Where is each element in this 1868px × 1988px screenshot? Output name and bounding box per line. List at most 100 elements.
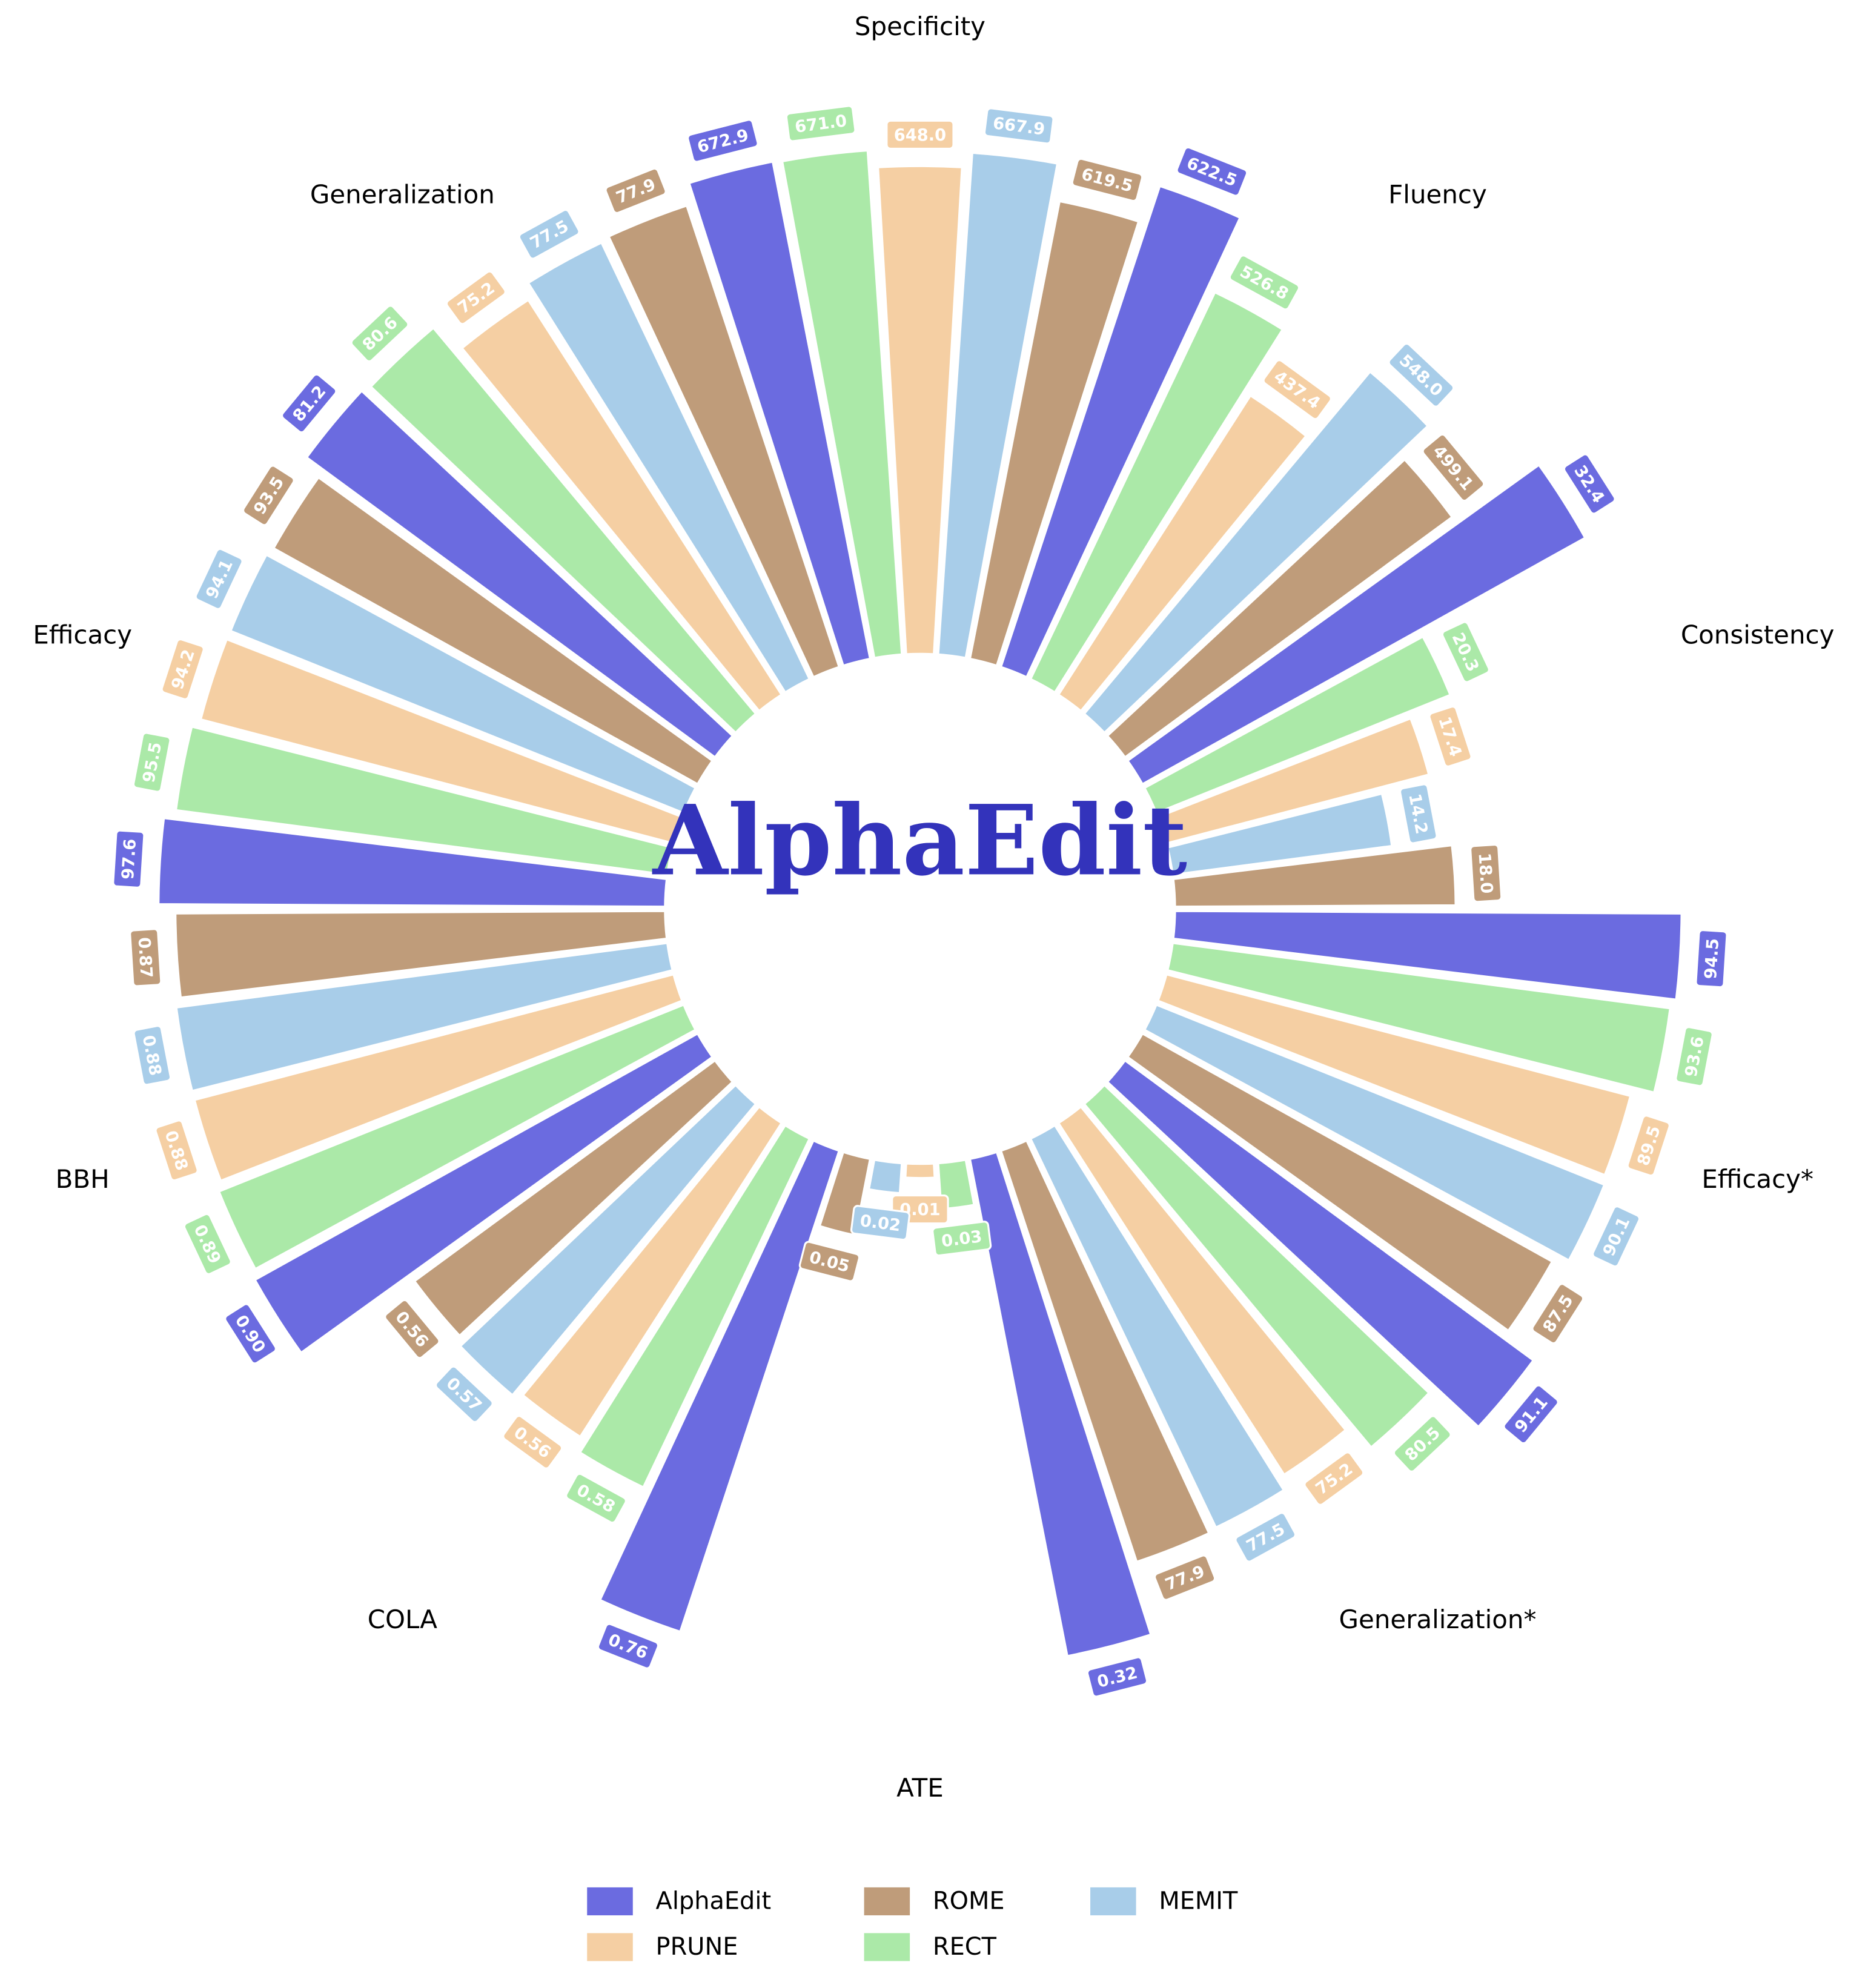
legend-swatch — [587, 1887, 633, 1916]
value-label-box — [1228, 254, 1300, 311]
value-label: 18.0 — [1469, 843, 1503, 903]
value-label-box — [1071, 157, 1144, 202]
value-label-box — [983, 107, 1055, 145]
value-label-box — [1675, 1026, 1714, 1087]
value-label-box — [132, 732, 171, 793]
value-label-box — [129, 928, 162, 987]
value-label: 94.5 — [1695, 929, 1728, 989]
value-label-box — [1422, 433, 1485, 502]
value-label-box — [1234, 1512, 1297, 1563]
category-label: Generalization* — [1339, 1605, 1537, 1634]
center-text: AlphaEdit — [652, 783, 1187, 897]
value-label: 667.9 — [983, 107, 1055, 145]
value-label: 648.0 — [886, 119, 955, 150]
value-label-box — [1441, 621, 1490, 683]
value-label-box — [161, 638, 205, 700]
value-label-box — [1563, 453, 1616, 515]
value-label-box — [224, 1303, 277, 1365]
value-label-box — [932, 1221, 992, 1257]
value-label-text: 0.87 — [134, 936, 156, 978]
value-label-box — [281, 373, 337, 434]
value-label-box — [687, 119, 759, 163]
value-label-box — [1388, 342, 1455, 408]
value-label: 0.87 — [129, 928, 162, 987]
value-label-box — [597, 1623, 660, 1669]
value-label: 671.0 — [785, 105, 856, 142]
value-label: 17.4 — [1428, 705, 1472, 767]
category-label: Efficacy — [33, 620, 132, 650]
value-label-text: 97.6 — [119, 838, 140, 880]
bar — [902, 1161, 938, 1181]
value-label: 672.9 — [687, 119, 759, 163]
value-label-box — [1469, 843, 1503, 903]
value-label-text: 94.5 — [1701, 938, 1723, 979]
value-label: 0.88 — [154, 1119, 199, 1182]
category-label: BBH — [56, 1164, 110, 1194]
value-label-box — [798, 1241, 861, 1282]
category-label: Efficacy* — [1701, 1164, 1813, 1194]
value-label-box — [1303, 1451, 1365, 1506]
value-label-box — [604, 167, 667, 214]
value-label: 0.89 — [183, 1213, 232, 1275]
bars — [156, 147, 1684, 1660]
value-label-box — [785, 105, 856, 142]
value-label-box — [1503, 1384, 1559, 1445]
value-label-box — [434, 1365, 494, 1423]
category-label: COLA — [368, 1605, 438, 1634]
value-label-text: 648.0 — [894, 126, 946, 145]
category-label: Fluency — [1388, 180, 1487, 210]
value-label-box — [1176, 146, 1248, 197]
value-label-box — [565, 1473, 627, 1524]
value-label-box — [518, 208, 580, 260]
value-label-box — [1428, 705, 1472, 767]
center-hole — [666, 654, 1174, 1164]
bar — [866, 1156, 905, 1196]
value-label-box — [133, 1025, 172, 1086]
value-label: 93.6 — [1675, 1026, 1714, 1087]
value-label: 0.32 — [1086, 1656, 1148, 1698]
value-label-box — [242, 465, 295, 526]
value-label: 0.05 — [798, 1241, 861, 1282]
value-label-box — [886, 119, 955, 150]
value-label: 0.02 — [850, 1205, 910, 1241]
value-label-box — [1531, 1283, 1585, 1345]
value-label-box — [384, 1299, 440, 1359]
value-label: 89.5 — [1626, 1115, 1671, 1177]
legend-label: RECT — [933, 1933, 997, 1961]
legend-label: ROME — [933, 1887, 1005, 1915]
value-label: 95.5 — [132, 732, 171, 793]
value-label-box — [1086, 1656, 1148, 1698]
category-label: Generalization — [310, 180, 495, 210]
value-label-box — [1592, 1205, 1641, 1268]
value-label: 0.57 — [434, 1365, 494, 1423]
value-label-box — [194, 548, 243, 610]
value-label-box — [502, 1415, 563, 1469]
value-label-box — [112, 829, 145, 889]
category-label: Specificity — [855, 12, 985, 41]
value-label: 97.6 — [112, 829, 145, 889]
value-label-box — [1262, 359, 1332, 420]
value-label: 94.2 — [161, 638, 205, 700]
value-label-box — [1626, 1115, 1671, 1177]
value-label-box — [350, 305, 409, 363]
legend-label: MEMIT — [1159, 1887, 1238, 1915]
value-label: 0.03 — [932, 1221, 992, 1257]
value-label-box — [154, 1119, 199, 1182]
legend-swatch — [1090, 1887, 1136, 1916]
value-label-box — [1695, 929, 1728, 989]
category-label: Consistency — [1681, 620, 1835, 650]
legend-swatch — [587, 1933, 633, 1961]
legend-swatch — [864, 1933, 910, 1961]
value-label-box — [183, 1213, 232, 1275]
value-label-text: 18.0 — [1475, 852, 1496, 894]
value-label-box — [1153, 1554, 1216, 1601]
legend-label: PRUNE — [656, 1933, 738, 1961]
value-label: 0.88 — [133, 1025, 172, 1086]
legend-label: AlphaEdit — [656, 1887, 772, 1915]
category-label: ATE — [896, 1773, 944, 1803]
value-label-box — [445, 270, 506, 325]
value-label-box — [850, 1205, 910, 1241]
value-label: 14.2 — [1399, 783, 1438, 844]
